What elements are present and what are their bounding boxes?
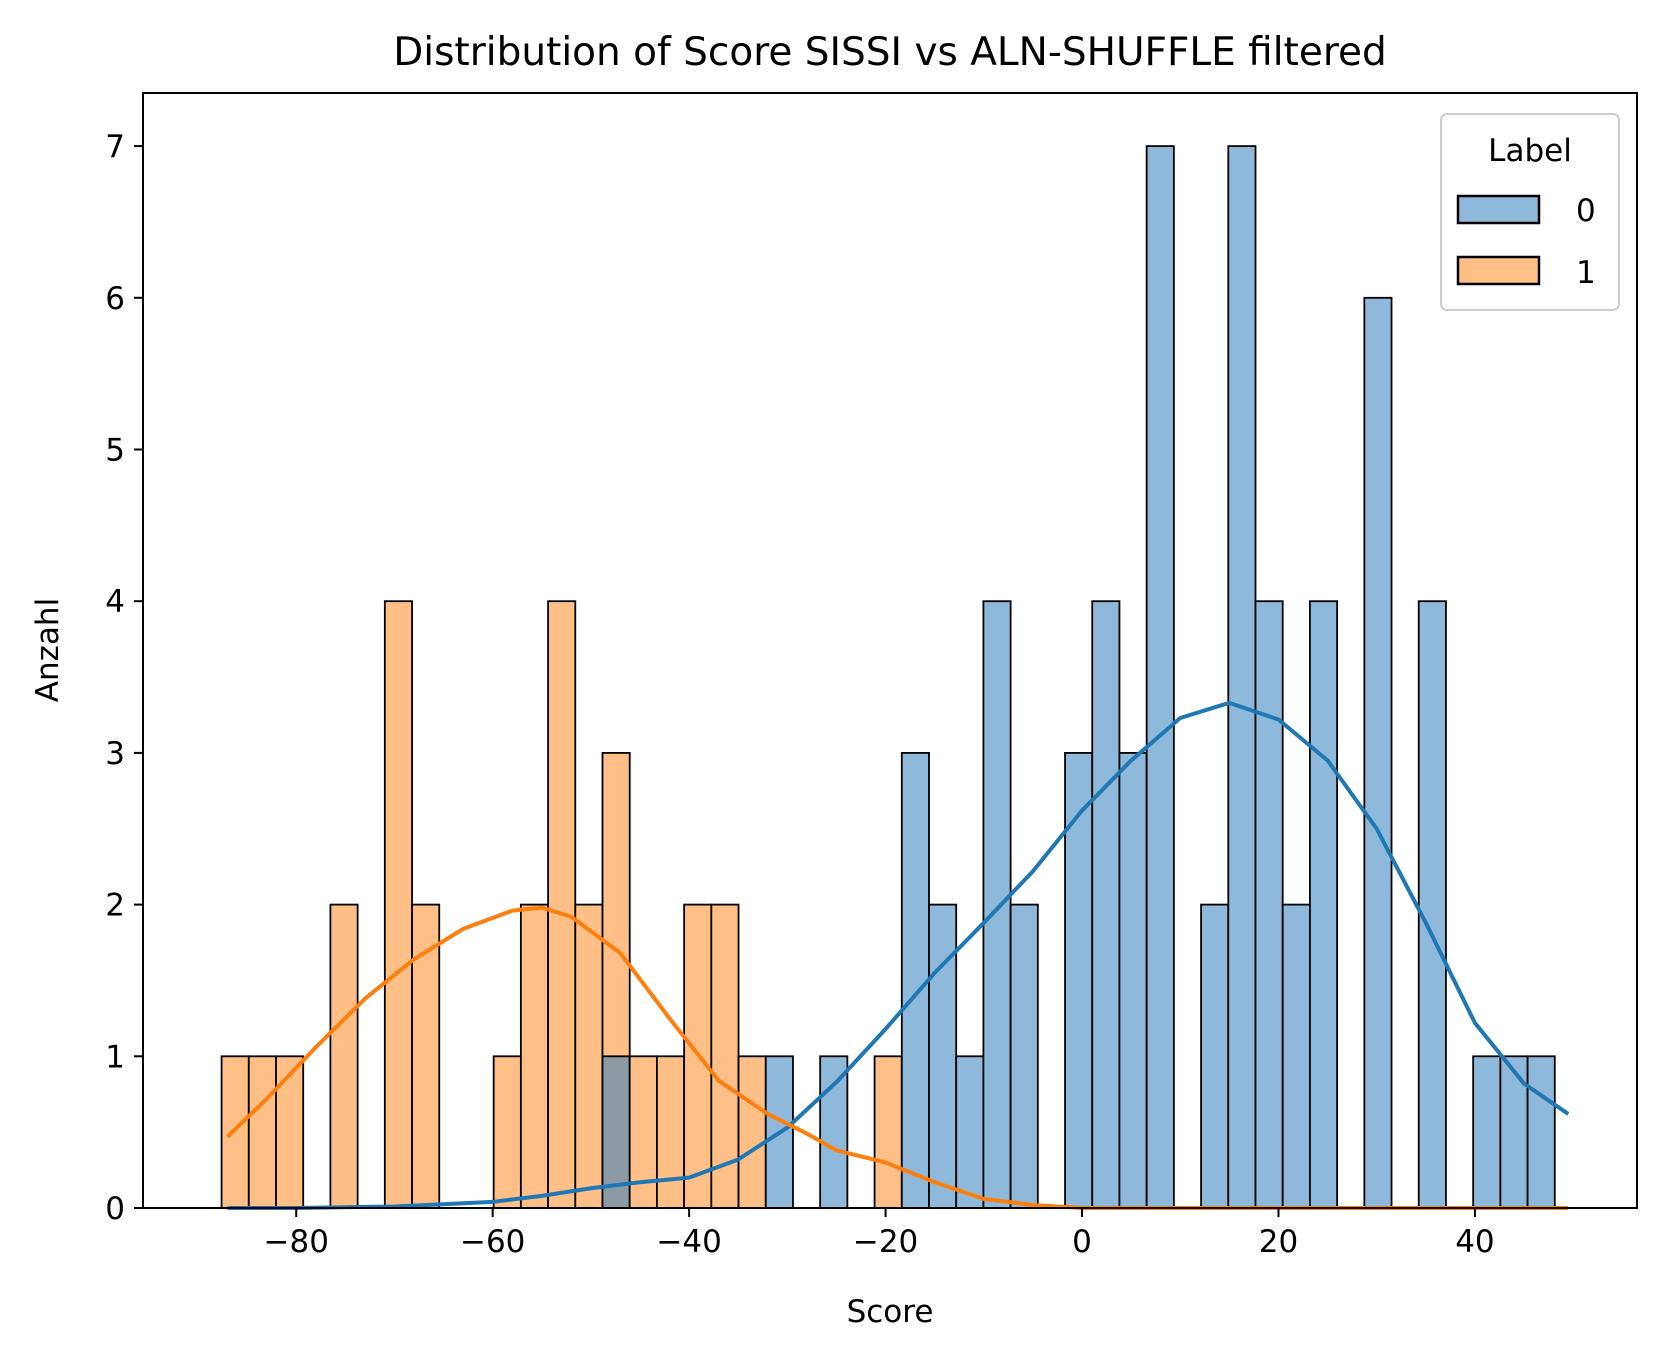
bar-series-0 [1254,600,1284,1209]
bar-series-0 [1118,752,1148,1209]
bar-series-1 [220,1055,250,1209]
bar-series-1 [492,1055,522,1209]
bar-series-0 [1064,752,1094,1209]
legend-label-1: 1 [1576,255,1596,291]
bar-series-1 [247,1055,277,1209]
bar-series-0 [1499,1055,1529,1209]
bar-series-1 [383,600,413,1209]
bar-series-0 [1472,1055,1502,1209]
x-tick-label: −20 [853,1224,918,1260]
bar-series-1 [656,1055,686,1209]
bar-series-0 [1417,600,1447,1209]
bar-series-0 [1281,903,1311,1209]
plot-frame [142,92,1638,1209]
x-axis: −80 −60 −40 −20 0 20 40 [264,1208,1495,1260]
bar-series-1 [574,903,604,1209]
x-tick-label: −40 [656,1224,721,1260]
bar-series-0 [1009,903,1039,1209]
y-tick-label: 7 [105,129,125,165]
x-tick-label: 0 [1072,1224,1092,1260]
legend-label-0: 0 [1576,193,1596,229]
y-axis: 0 1 2 3 4 5 6 7 [105,129,143,1227]
y-axis-label: Anzahl [30,598,66,702]
y-tick-label: 4 [105,584,125,620]
legend-swatch-1 [1456,255,1541,286]
chart-title: Distribution of Score SISSI vs ALN-SHUFF… [393,30,1387,75]
bar-series-0 [1091,600,1121,1209]
x-tick-label: −60 [460,1224,525,1260]
bar-series-1 [329,903,359,1209]
x-tick-label: 20 [1259,1224,1298,1260]
y-tick-label: 6 [105,281,125,317]
x-axis-label: Score [847,1294,934,1330]
bar-series-0 [819,1055,849,1209]
bar-series-1 [628,1055,658,1209]
legend-swatch-0 [1456,194,1541,225]
bar-series-0 [955,1055,985,1209]
bar-series-0 [1526,1055,1556,1209]
bar-series-1 [411,903,441,1209]
x-tick-label: 40 [1455,1224,1494,1260]
y-tick-label: 2 [105,888,125,924]
y-tick-label: 5 [105,432,125,468]
legend: Label 0 1 [1440,113,1620,311]
bar-series-0 [1145,145,1175,1209]
bar-series-0 [1200,903,1230,1209]
bar-series-1 [275,1055,305,1209]
y-tick-label: 3 [105,736,125,772]
bar-series-1 [737,1055,767,1209]
bar-series-0 [900,752,930,1209]
bar-series-0 [1309,600,1339,1209]
y-tick-label: 1 [105,1039,125,1075]
bar-series-0 [982,600,1012,1209]
bar-series-0 [1227,145,1257,1209]
bar-series-1 [547,600,577,1209]
bar-series-0 [1363,296,1393,1209]
bar-series-1 [873,1055,903,1209]
kde-line-series-0 [227,700,1570,1210]
plot-area [142,92,1638,1210]
bar-series-0 [928,903,958,1209]
x-tick-label: −80 [264,1224,329,1260]
bar-series-1 [519,903,549,1209]
y-tick-label: 0 [105,1191,125,1227]
legend-title: Label [1488,133,1572,169]
